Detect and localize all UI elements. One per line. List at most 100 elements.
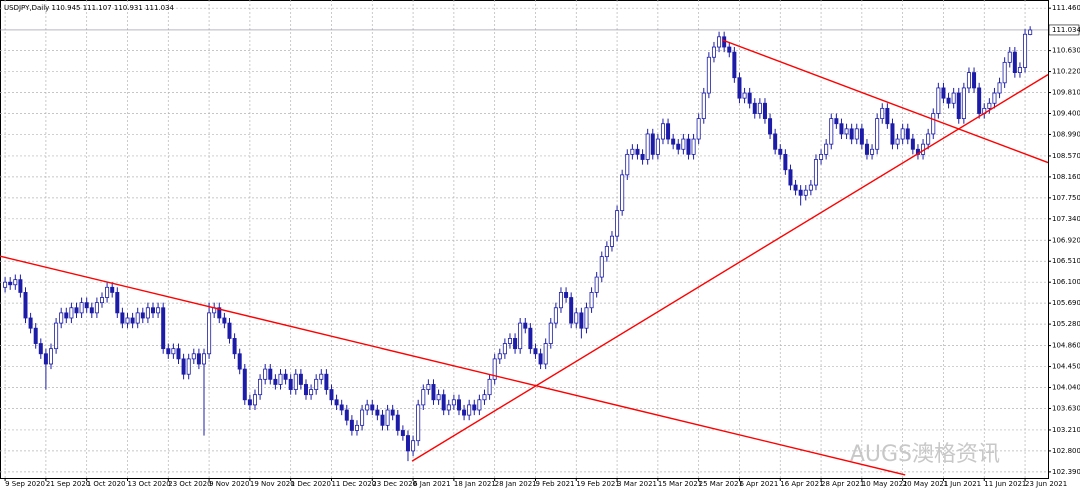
- candle-body: [630, 148, 635, 155]
- candle-body: [696, 118, 701, 140]
- x-tick-label: 23 Dec 2020: [372, 480, 417, 488]
- x-tick-label: 3 Mar 2021: [617, 480, 657, 488]
- x-tick-label: 19 Feb 2021: [576, 480, 620, 488]
- candle-body: [472, 404, 477, 411]
- x-tick-label: 1 Oct 2020: [87, 480, 126, 488]
- candle-body: [339, 404, 344, 411]
- candle-body: [819, 153, 824, 160]
- y-tick-label: 103.630: [1052, 404, 1080, 412]
- candle-body: [395, 414, 400, 431]
- candle-body: [951, 92, 956, 104]
- candle-body: [370, 404, 375, 411]
- candle-body: [48, 348, 53, 365]
- candle-body: [405, 435, 410, 452]
- candle-body: [303, 384, 308, 396]
- candle-body: [615, 210, 620, 237]
- x-tick-label: 19 Nov 2020: [250, 480, 295, 488]
- candle-body: [711, 46, 716, 58]
- candle-body: [59, 312, 64, 324]
- candle-body: [854, 128, 859, 140]
- candle-body: [273, 378, 278, 385]
- candle-body: [502, 343, 507, 355]
- candle-body: [135, 312, 140, 324]
- candle-body: [905, 128, 910, 140]
- x-tick-label: 15 Mar 2021: [658, 480, 702, 488]
- y-tick-label: 105.280: [1052, 320, 1080, 328]
- watermark: AUGS澳格资讯: [850, 442, 1000, 467]
- candle-body: [217, 307, 222, 319]
- candle-body: [701, 92, 706, 120]
- candle-body: [161, 307, 166, 350]
- last-price-label: 111.034: [1052, 26, 1080, 34]
- candle-body: [936, 87, 941, 114]
- candle-body: [120, 312, 125, 324]
- x-tick-label: 1 Dec 2020: [291, 480, 331, 488]
- candle-body: [620, 174, 625, 212]
- candle-body: [839, 123, 844, 135]
- candle-body: [849, 128, 854, 140]
- candle-body: [773, 133, 778, 150]
- candle-body: [946, 97, 951, 104]
- candle-body: [54, 322, 59, 350]
- candle-body: [94, 302, 99, 314]
- candle-body: [747, 92, 752, 104]
- candle-body: [518, 322, 523, 350]
- candle-body: [446, 404, 451, 411]
- candle-body: [834, 118, 839, 125]
- y-tick-label: 104.450: [1052, 363, 1080, 371]
- candle-body: [793, 184, 798, 191]
- candle-body: [803, 189, 808, 196]
- candle-body: [436, 394, 441, 401]
- candle-body: [798, 189, 803, 196]
- candle-body: [115, 292, 120, 314]
- candle-body: [360, 409, 365, 426]
- candle-body: [171, 348, 176, 355]
- y-tick-label: 111.460: [1052, 4, 1080, 12]
- candle-body: [467, 404, 472, 416]
- candle-body: [589, 292, 594, 309]
- candle-body: [926, 133, 931, 145]
- candle-body: [987, 102, 992, 109]
- candle-body: [38, 343, 43, 355]
- candle-body: [650, 133, 655, 155]
- candle-body: [18, 279, 23, 293]
- candle-body: [1012, 51, 1017, 73]
- candle-body: [365, 404, 370, 411]
- chart-title: USDJPY,Daily 110.945 111.107 110.931 111…: [4, 4, 175, 12]
- candle-body: [222, 317, 227, 324]
- candle-body: [676, 143, 681, 150]
- candle-body: [931, 113, 936, 135]
- candle-body: [997, 82, 1002, 94]
- candle-body: [375, 409, 380, 416]
- candle-body: [1007, 51, 1012, 63]
- candle-body: [156, 307, 161, 314]
- candle-body: [778, 148, 783, 155]
- candle-body: [477, 399, 482, 411]
- x-tick-label: 23 Oct 2020: [168, 480, 211, 488]
- candle-body: [411, 440, 416, 452]
- candle-body: [910, 138, 915, 150]
- x-tick-label: 28 Jan 2021: [495, 480, 537, 488]
- candle-body: [966, 72, 971, 89]
- candle-body: [1002, 61, 1007, 84]
- candle-body: [390, 409, 395, 416]
- candle-body: [125, 317, 130, 324]
- candle-body: [752, 102, 757, 114]
- candle-body: [742, 92, 747, 99]
- candle-body: [268, 368, 273, 380]
- candle-body: [242, 368, 247, 401]
- candle-body: [28, 317, 33, 329]
- candle-body: [808, 184, 813, 191]
- candle-body: [1017, 67, 1022, 73]
- candle-body: [258, 378, 263, 396]
- trendline: [0, 255, 906, 476]
- candle-body: [875, 118, 880, 150]
- candle-body: [844, 128, 849, 135]
- plot-frame: [0, 0, 1049, 479]
- candle-body: [278, 373, 283, 385]
- y-tick-label: 106.510: [1052, 257, 1080, 265]
- candle-body: [870, 148, 875, 155]
- candle-body: [400, 430, 405, 436]
- candle-body: [880, 107, 885, 120]
